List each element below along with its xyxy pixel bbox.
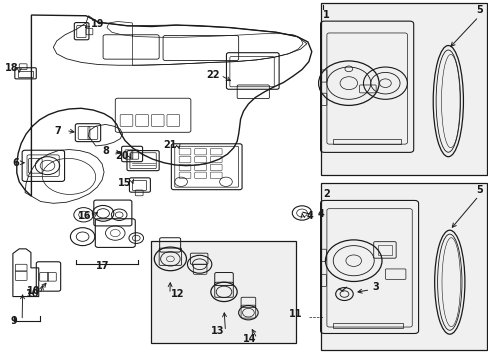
Text: 22: 22	[205, 70, 219, 80]
Bar	[151, 241, 296, 343]
Bar	[377, 244, 391, 255]
Bar	[320, 183, 487, 350]
Bar	[320, 3, 487, 175]
Bar	[332, 139, 400, 144]
Text: 6: 6	[12, 158, 19, 168]
Text: 17: 17	[96, 261, 110, 271]
Text: 20: 20	[115, 150, 128, 161]
Text: 11: 11	[289, 309, 303, 319]
Text: 5: 5	[476, 185, 482, 194]
Text: 4: 4	[306, 211, 313, 221]
Text: 8: 8	[102, 146, 109, 156]
Text: 10: 10	[25, 289, 39, 299]
Text: 1: 1	[323, 10, 329, 20]
Text: 5: 5	[476, 5, 482, 15]
Text: 14: 14	[242, 333, 256, 343]
Text: 12: 12	[171, 289, 184, 299]
Text: 18: 18	[4, 63, 18, 73]
Text: 3: 3	[371, 283, 378, 292]
Text: 16: 16	[78, 211, 91, 221]
Text: 9: 9	[11, 316, 18, 325]
Text: 19: 19	[90, 19, 104, 29]
Bar	[332, 323, 403, 328]
Text: 15: 15	[118, 178, 131, 188]
Bar	[18, 71, 33, 77]
Text: 10: 10	[27, 286, 41, 296]
Text: 21: 21	[163, 140, 177, 150]
Text: 7: 7	[55, 126, 61, 135]
Text: 13: 13	[210, 326, 224, 336]
Text: 2: 2	[323, 189, 329, 199]
Text: 4: 4	[317, 208, 324, 219]
